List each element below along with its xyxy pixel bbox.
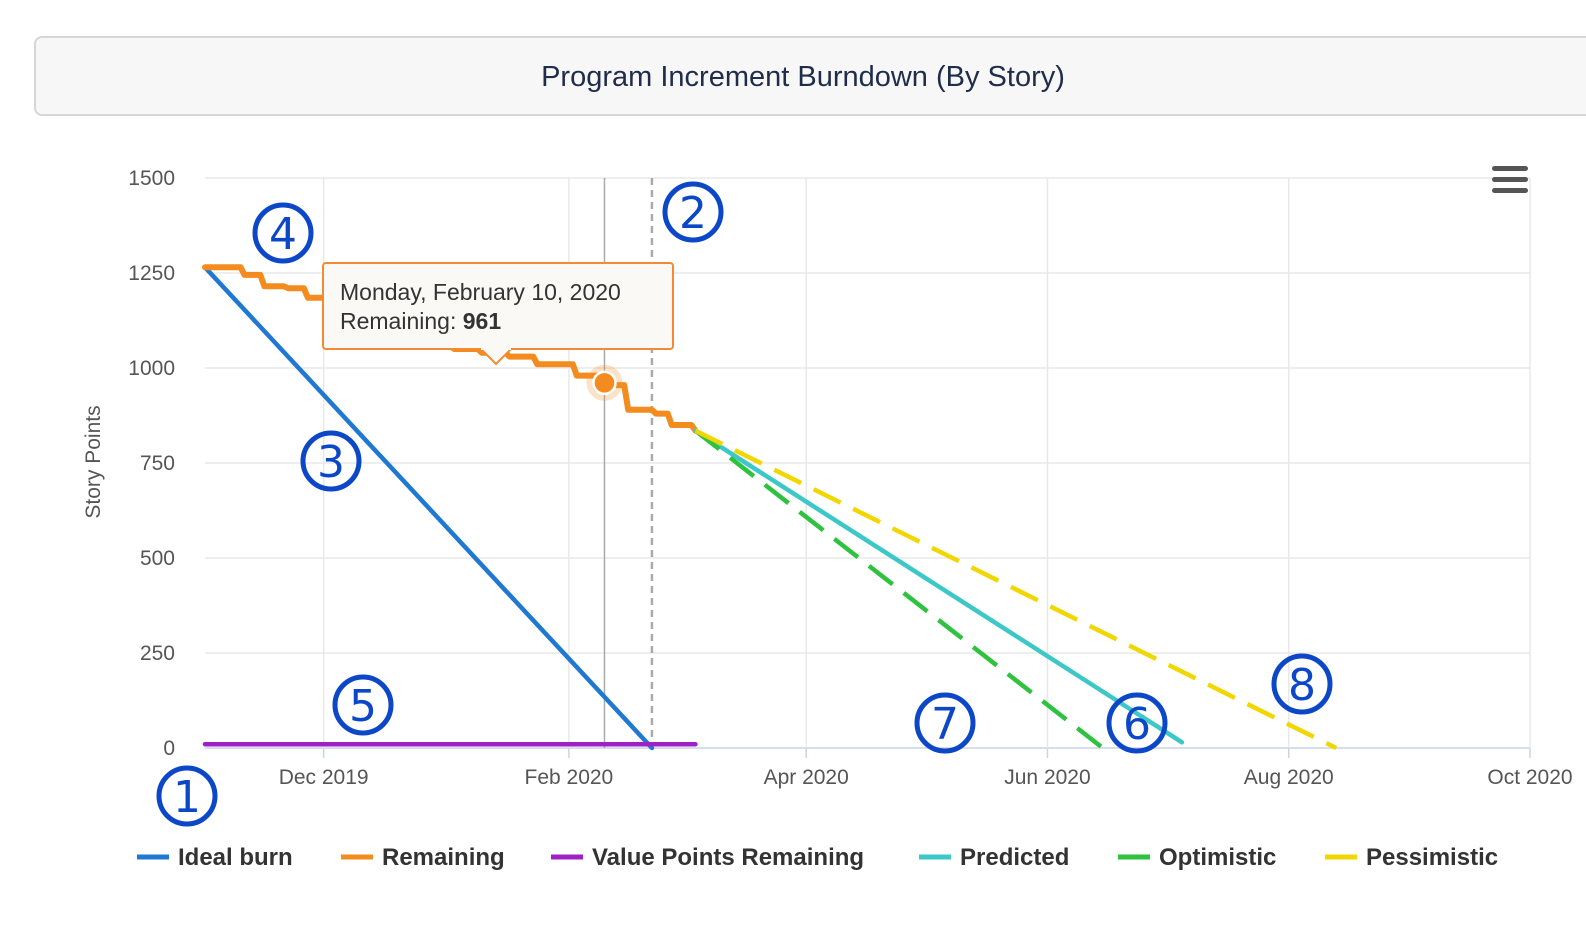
marker-number: 4 bbox=[269, 209, 297, 260]
x-tick-label: Aug 2020 bbox=[1244, 766, 1334, 789]
y-axis-label: Story Points bbox=[82, 405, 105, 518]
y-tick-label: 1250 bbox=[128, 262, 175, 285]
menu-bar bbox=[1492, 177, 1528, 182]
marker-number: 7 bbox=[931, 699, 959, 750]
marker-circle bbox=[1271, 653, 1333, 715]
series-line-optimistic bbox=[694, 428, 1105, 750]
x-tick-label: Oct 2020 bbox=[1487, 766, 1572, 789]
marker-circle bbox=[300, 430, 362, 492]
series-line-ideal-burn bbox=[202, 265, 655, 751]
marker-circle bbox=[662, 181, 724, 243]
tooltip-date: Monday, February 10, 2020 bbox=[340, 279, 621, 305]
x-tick-label: Apr 2020 bbox=[764, 766, 849, 789]
menu-bar bbox=[1492, 166, 1528, 171]
tooltip-pointer bbox=[478, 348, 514, 366]
marker-circle bbox=[1106, 692, 1168, 754]
legend-item-label[interactable]: Optimistic bbox=[1159, 844, 1276, 871]
highlight-point-dot bbox=[592, 370, 617, 396]
marker-number: 5 bbox=[349, 681, 377, 732]
legend[interactable]: Ideal burn Remaining Value Points Remainin… bbox=[137, 844, 1498, 871]
y-tick-label: 750 bbox=[140, 452, 175, 475]
marker-number: 3 bbox=[317, 437, 345, 488]
y-axis: 0 250 500 750 1000 1250 1500 bbox=[128, 167, 175, 760]
marker-circle bbox=[332, 674, 394, 736]
y-tick-label: 500 bbox=[140, 547, 175, 570]
y-tick-label: 1000 bbox=[128, 357, 175, 380]
hamburger-menu-icon[interactable] bbox=[1492, 166, 1528, 194]
y-tick-label: 0 bbox=[163, 737, 175, 760]
y-tick-label: 250 bbox=[140, 642, 175, 665]
series-line-pessimistic bbox=[694, 428, 1338, 751]
marker-number: 1 bbox=[173, 772, 201, 823]
x-tick-label: Feb 2020 bbox=[525, 766, 614, 789]
legend-item-label[interactable]: Ideal burn bbox=[178, 844, 293, 871]
chart-header: Program Increment Burndown (By Story) bbox=[34, 36, 1586, 116]
tooltip-value: 961 bbox=[462, 308, 502, 334]
x-tick-label: Jun 2020 bbox=[1004, 766, 1090, 789]
legend-item-label[interactable]: Remaining bbox=[382, 844, 505, 871]
x-tick-label: Dec 2019 bbox=[279, 766, 369, 789]
legend-item-label[interactable]: Value Points Remaining bbox=[592, 844, 864, 871]
legend-item-label[interactable]: Pessimistic bbox=[1366, 844, 1498, 871]
legend-item-label[interactable]: Predicted bbox=[960, 844, 1069, 871]
x-axis: Dec 2019 Feb 2020 Apr 2020 Jun 2020 Aug 2020… bbox=[279, 748, 1573, 789]
marker-circle bbox=[252, 202, 314, 264]
tooltip-value-row: Remaining: 961 bbox=[340, 307, 656, 336]
marker-number: 2 bbox=[679, 188, 707, 239]
highlight-point bbox=[586, 364, 623, 401]
chart-title: Program Increment Burndown (By Story) bbox=[541, 61, 1065, 93]
y-tick-label: 1500 bbox=[128, 167, 175, 190]
data-tooltip: Monday, February 10, 2020 Remaining: 961 bbox=[322, 262, 674, 350]
marker-circle bbox=[914, 692, 976, 754]
series-line-predicted bbox=[693, 428, 1185, 745]
marker-circle bbox=[156, 765, 218, 827]
menu-bar bbox=[1492, 188, 1528, 193]
marker-number: 8 bbox=[1288, 660, 1316, 711]
numbered-markers: 1 2 3 4 5 6 7 8 bbox=[156, 181, 1333, 827]
marker-number: 6 bbox=[1123, 699, 1151, 750]
tooltip-label: Remaining: bbox=[340, 308, 457, 334]
